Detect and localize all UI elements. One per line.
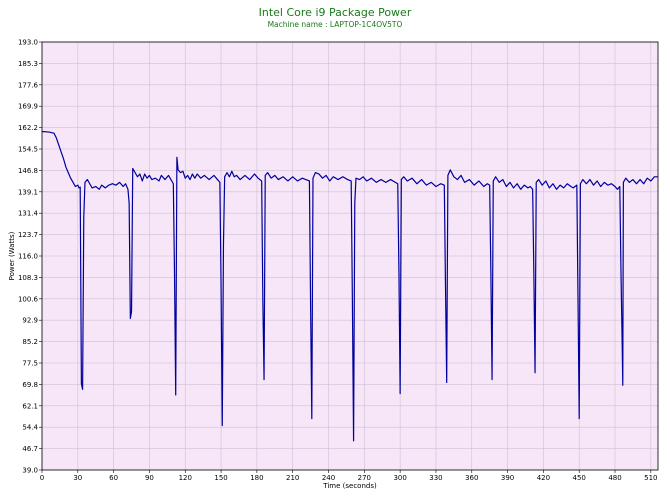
series-line [41,130,658,442]
y-axis-ticks: 39.0 46.7 54.4 62.1 69.8 77.5 85.2 92.9 100.6 108… [18,39,42,475]
x-tick-label: 480 [608,474,621,482]
y-tick-label: 146.8 [18,167,38,175]
x-tick-label: 510 [644,474,657,482]
x-tick-label: 390 [501,474,514,482]
y-tick-label: 62.1 [22,402,38,410]
x-tick-label: 150 [214,474,227,482]
y-tick-label: 85.2 [22,338,38,346]
y-tick-label: 100.6 [18,295,39,303]
chart-subtitle: Machine name : LAPTOP-1C4OV5TO [268,20,403,29]
x-tick-label: 210 [286,474,299,482]
plot-frame [41,41,659,471]
y-tick-label: 131.4 [18,210,39,218]
x-tick-label: 360 [465,474,478,482]
y-tick-label: 154.5 [18,146,38,154]
y-tick-label: 123.7 [18,231,38,239]
y-tick-label: 139.1 [18,188,38,196]
x-tick-label: 240 [322,474,335,482]
y-tick-label: 39.0 [22,467,38,475]
x-tick-label: 0 [40,474,44,482]
grid-lines [41,41,658,471]
y-axis-label: Power (Watts) [8,231,16,280]
x-tick-label: 180 [250,474,263,482]
y-tick-label: 116.0 [18,253,38,261]
x-tick-label: 300 [393,474,406,482]
x-axis-ticks: 0 30 60 90 120 150 180 210 240 270 300 330 360 390 420… [40,470,658,482]
y-tick-label: 69.8 [22,381,38,389]
y-tick-label: 193.0 [18,39,38,47]
x-tick-label: 450 [573,474,586,482]
y-tick-label: 46.7 [22,445,38,453]
y-tick-label: 177.6 [18,81,39,89]
x-tick-label: 420 [537,474,550,482]
y-tick-label: 92.9 [22,317,38,325]
y-tick-label: 77.5 [22,360,38,368]
x-axis-label: Time (seconds) [322,482,377,490]
x-tick-label: 30 [73,474,82,482]
y-tick-label: 169.9 [18,103,38,111]
x-tick-label: 270 [358,474,371,482]
y-tick-label: 108.3 [18,274,38,282]
x-tick-label: 90 [145,474,154,482]
x-tick-label: 330 [429,474,442,482]
x-tick-label: 60 [109,474,118,482]
chart-title: Intel Core i9 Package Power [259,6,412,19]
x-tick-label: 120 [179,474,192,482]
y-tick-label: 54.4 [22,424,38,432]
y-tick-label: 185.3 [18,60,38,68]
y-tick-label: 162.2 [18,124,38,132]
